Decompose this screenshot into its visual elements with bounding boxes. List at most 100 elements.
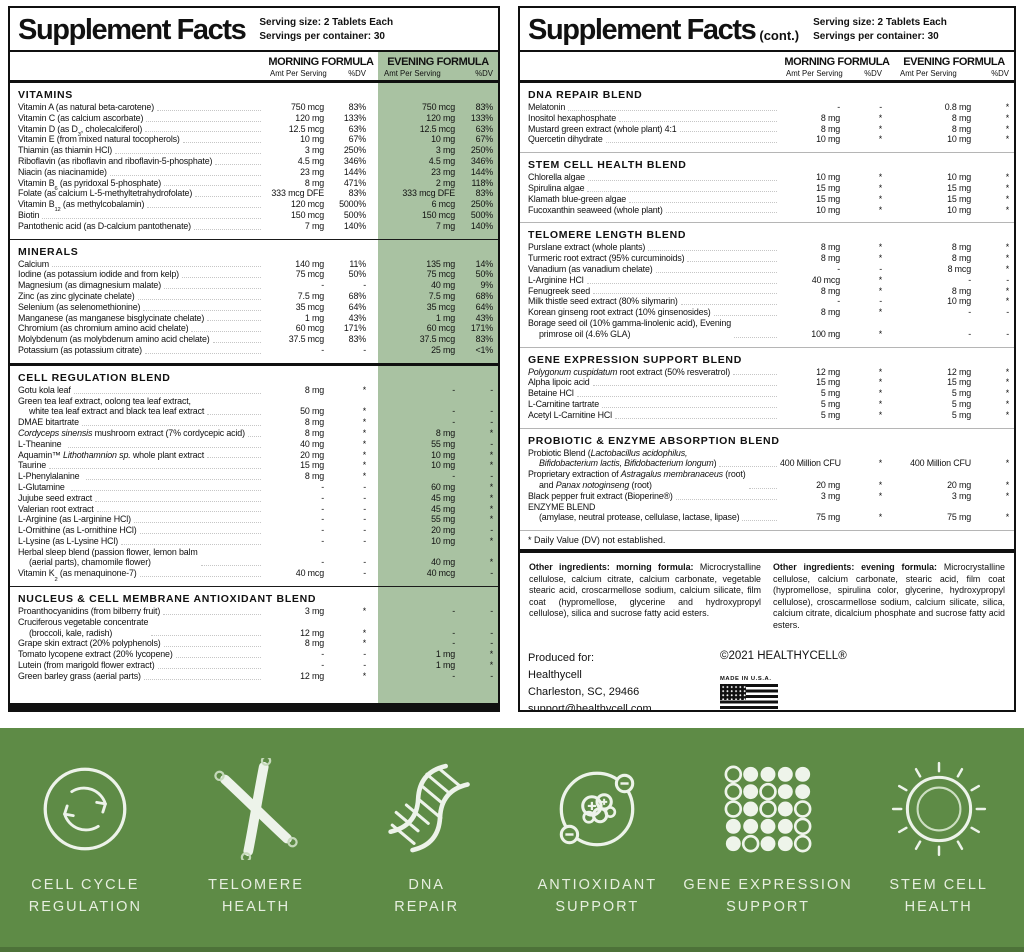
morning-dv: -: [363, 514, 366, 525]
evening-dv: 43%: [475, 312, 493, 323]
evening-dv: 171%: [470, 323, 493, 334]
morning-dv: 43%: [348, 312, 366, 323]
evening-amount: 10 mg: [947, 172, 971, 183]
ingredient-row: Manganese (as manganese bisglycinate che…: [10, 313, 498, 324]
dotted-leader: [619, 120, 777, 122]
ingredient-row: Korean ginseng root extract (10% ginseno…: [520, 307, 1014, 318]
evening-amount: 150 mcg: [422, 209, 455, 220]
morning-amount: 50 mg: [300, 406, 324, 417]
morning-amount: 20 mg: [300, 449, 324, 460]
morning-amount: 10 mg: [816, 172, 840, 183]
evening-dv: *: [1005, 512, 1009, 523]
ingredient-name: Probiotic Blend (Lactobacillus acidophil…: [528, 447, 717, 469]
ingredient-name: Chromium (as chromium amino acid chelate…: [18, 323, 189, 334]
ingredient-name: L-Glutamine: [18, 481, 65, 492]
servings-per-container: Servings per container: 30: [259, 31, 385, 42]
morning-amount: -: [321, 649, 324, 660]
dotted-leader: [182, 142, 261, 144]
ingredient-row: Fenugreek seed 8 mg * 8 mg *: [520, 286, 1014, 297]
ingredient-row: Quercetin dihydrate 10 mg * 10 mg *: [520, 134, 1014, 145]
ingredient-name: Manganese (as manganese bisglycinate che…: [18, 312, 205, 323]
evening-amount: 15 mg: [947, 193, 971, 204]
dotted-leader: [133, 522, 261, 524]
benefit-antioxidant: ANTIOXIDANT SUPPORT: [512, 728, 683, 952]
ingredient-row: Gotu kola leaf 8 mg * - -: [10, 385, 498, 396]
serving-info: Serving size: 2 Tablets Each Servings pe…: [259, 16, 393, 44]
morning-amount: 60 mcg: [295, 323, 324, 334]
morning-dv: *: [878, 204, 882, 215]
serving-size: Serving size: 2 Tablets Each: [813, 17, 947, 28]
column-headers: MORNING FORMULA Amt Per Serving %DV EVEN…: [10, 52, 498, 83]
ingredient-name: L-Arginine HCl: [528, 274, 584, 285]
morning-amount: 35 mcg: [295, 301, 324, 312]
morning-dv: *: [878, 123, 882, 134]
section-title: TELOMERE LENGTH BLEND: [528, 229, 687, 242]
evening-dv: -: [490, 638, 493, 649]
morning-dv: *: [878, 242, 882, 253]
ingredient-row: Black pepper fruit extract (Bioperine®) …: [520, 491, 1014, 502]
dotted-leader: [163, 613, 261, 615]
ingredient-section: PROBIOTIC & ENZYME ABSORPTION BLEND Prob…: [520, 427, 1014, 531]
ingredient-row: Grape skin extract (20% polyphenols) 8 m…: [10, 638, 498, 649]
morning-dv: *: [878, 388, 882, 399]
evening-dv: *: [1005, 366, 1009, 377]
morning-dv: -: [363, 660, 366, 671]
morning-dv: *: [362, 627, 366, 638]
amt-per-serving-label: Amt Per Serving: [900, 69, 957, 78]
ingredient-name: Fucoxanthin seaweed (whole plant): [528, 204, 663, 215]
ingredient-row: Taurine 15 mg * 10 mg *: [10, 460, 498, 471]
evening-amount: 60 mg: [431, 481, 455, 492]
evening-amount: -: [452, 627, 455, 638]
ingredient-row: Borage seed oil (10% gamma-linolenic aci…: [520, 318, 1014, 340]
morning-amount: 8 mg: [304, 471, 324, 482]
evening-amount: 7 mg: [435, 220, 455, 231]
evening-amount: 8 mg: [951, 253, 971, 264]
morning-formula-header: MORNING FORMULA Amt Per Serving %DV: [784, 56, 890, 78]
dotted-leader: [212, 341, 261, 343]
morning-amount: 8 mg: [820, 307, 840, 318]
morning-dv: *: [878, 398, 882, 409]
usa-flag-icon: [720, 683, 778, 710]
manufacturer-address: Produced for: Healthycell Charleston, SC…: [528, 650, 720, 710]
evening-amount: 15 mg: [947, 182, 971, 193]
ingredient-row: Vitamin B12 (as methylcobalamin) 120 mcg…: [10, 199, 498, 213]
evening-dv: *: [1005, 409, 1009, 420]
ingredient-row: Herbal sleep blend (passion flower, lemo…: [10, 547, 498, 569]
ingredient-row: Proanthocyanidins (from bilberry fruit) …: [10, 606, 498, 617]
morning-dv: *: [362, 438, 366, 449]
evening-dv: 83%: [475, 334, 493, 345]
evening-amount: -: [968, 307, 971, 318]
morning-dv: *: [878, 285, 882, 296]
dotted-leader: [586, 282, 777, 284]
dotted-leader: [680, 304, 777, 306]
morning-dv: *: [362, 460, 366, 471]
ingredient-name: Vitamin D (as D3, cholecalciferol): [18, 123, 143, 138]
morning-amount: 8 mg: [304, 417, 324, 428]
cell-cycle-icon: [43, 767, 127, 851]
evening-dv: 50%: [475, 269, 493, 280]
morning-amount: -: [321, 514, 324, 525]
ingredient-name: Mustard green extract (whole plant) 4:1: [528, 123, 677, 134]
dotted-leader: [49, 468, 261, 470]
evening-amount: 0.8 mg: [944, 102, 971, 112]
evening-amount: 8 mg: [951, 285, 971, 296]
ingredient-row: Vitamin B6 (as pyridoxal 5-phosphate) 8 …: [10, 178, 498, 192]
ingredient-name: Thiamin (as thiamin HCl): [18, 145, 113, 156]
evening-dv: -: [490, 384, 493, 395]
ingredient-name: Milk thistle seed extract (80% silymarin…: [528, 296, 678, 307]
ingredient-name: Proanthocyanidins (from bilberry fruit): [18, 606, 161, 617]
morning-amount: 140 mg: [295, 258, 324, 269]
morning-dv: -: [879, 263, 882, 274]
ingredient-row: Tomato lycopene extract (20% lycopene) -…: [10, 649, 498, 660]
morning-dv: *: [878, 307, 882, 318]
dotted-leader: [247, 435, 261, 437]
dv-label: %DV: [864, 69, 882, 78]
morning-dv: 11%: [349, 258, 366, 269]
evening-dv: *: [489, 481, 493, 492]
evening-amount: 10 mg: [431, 535, 455, 546]
dotted-leader: [592, 385, 777, 387]
evening-dv: 9%: [480, 280, 493, 291]
evening-column-highlight: [378, 52, 498, 703]
evening-dv: *: [1005, 253, 1009, 264]
evening-dv: -: [490, 568, 493, 579]
